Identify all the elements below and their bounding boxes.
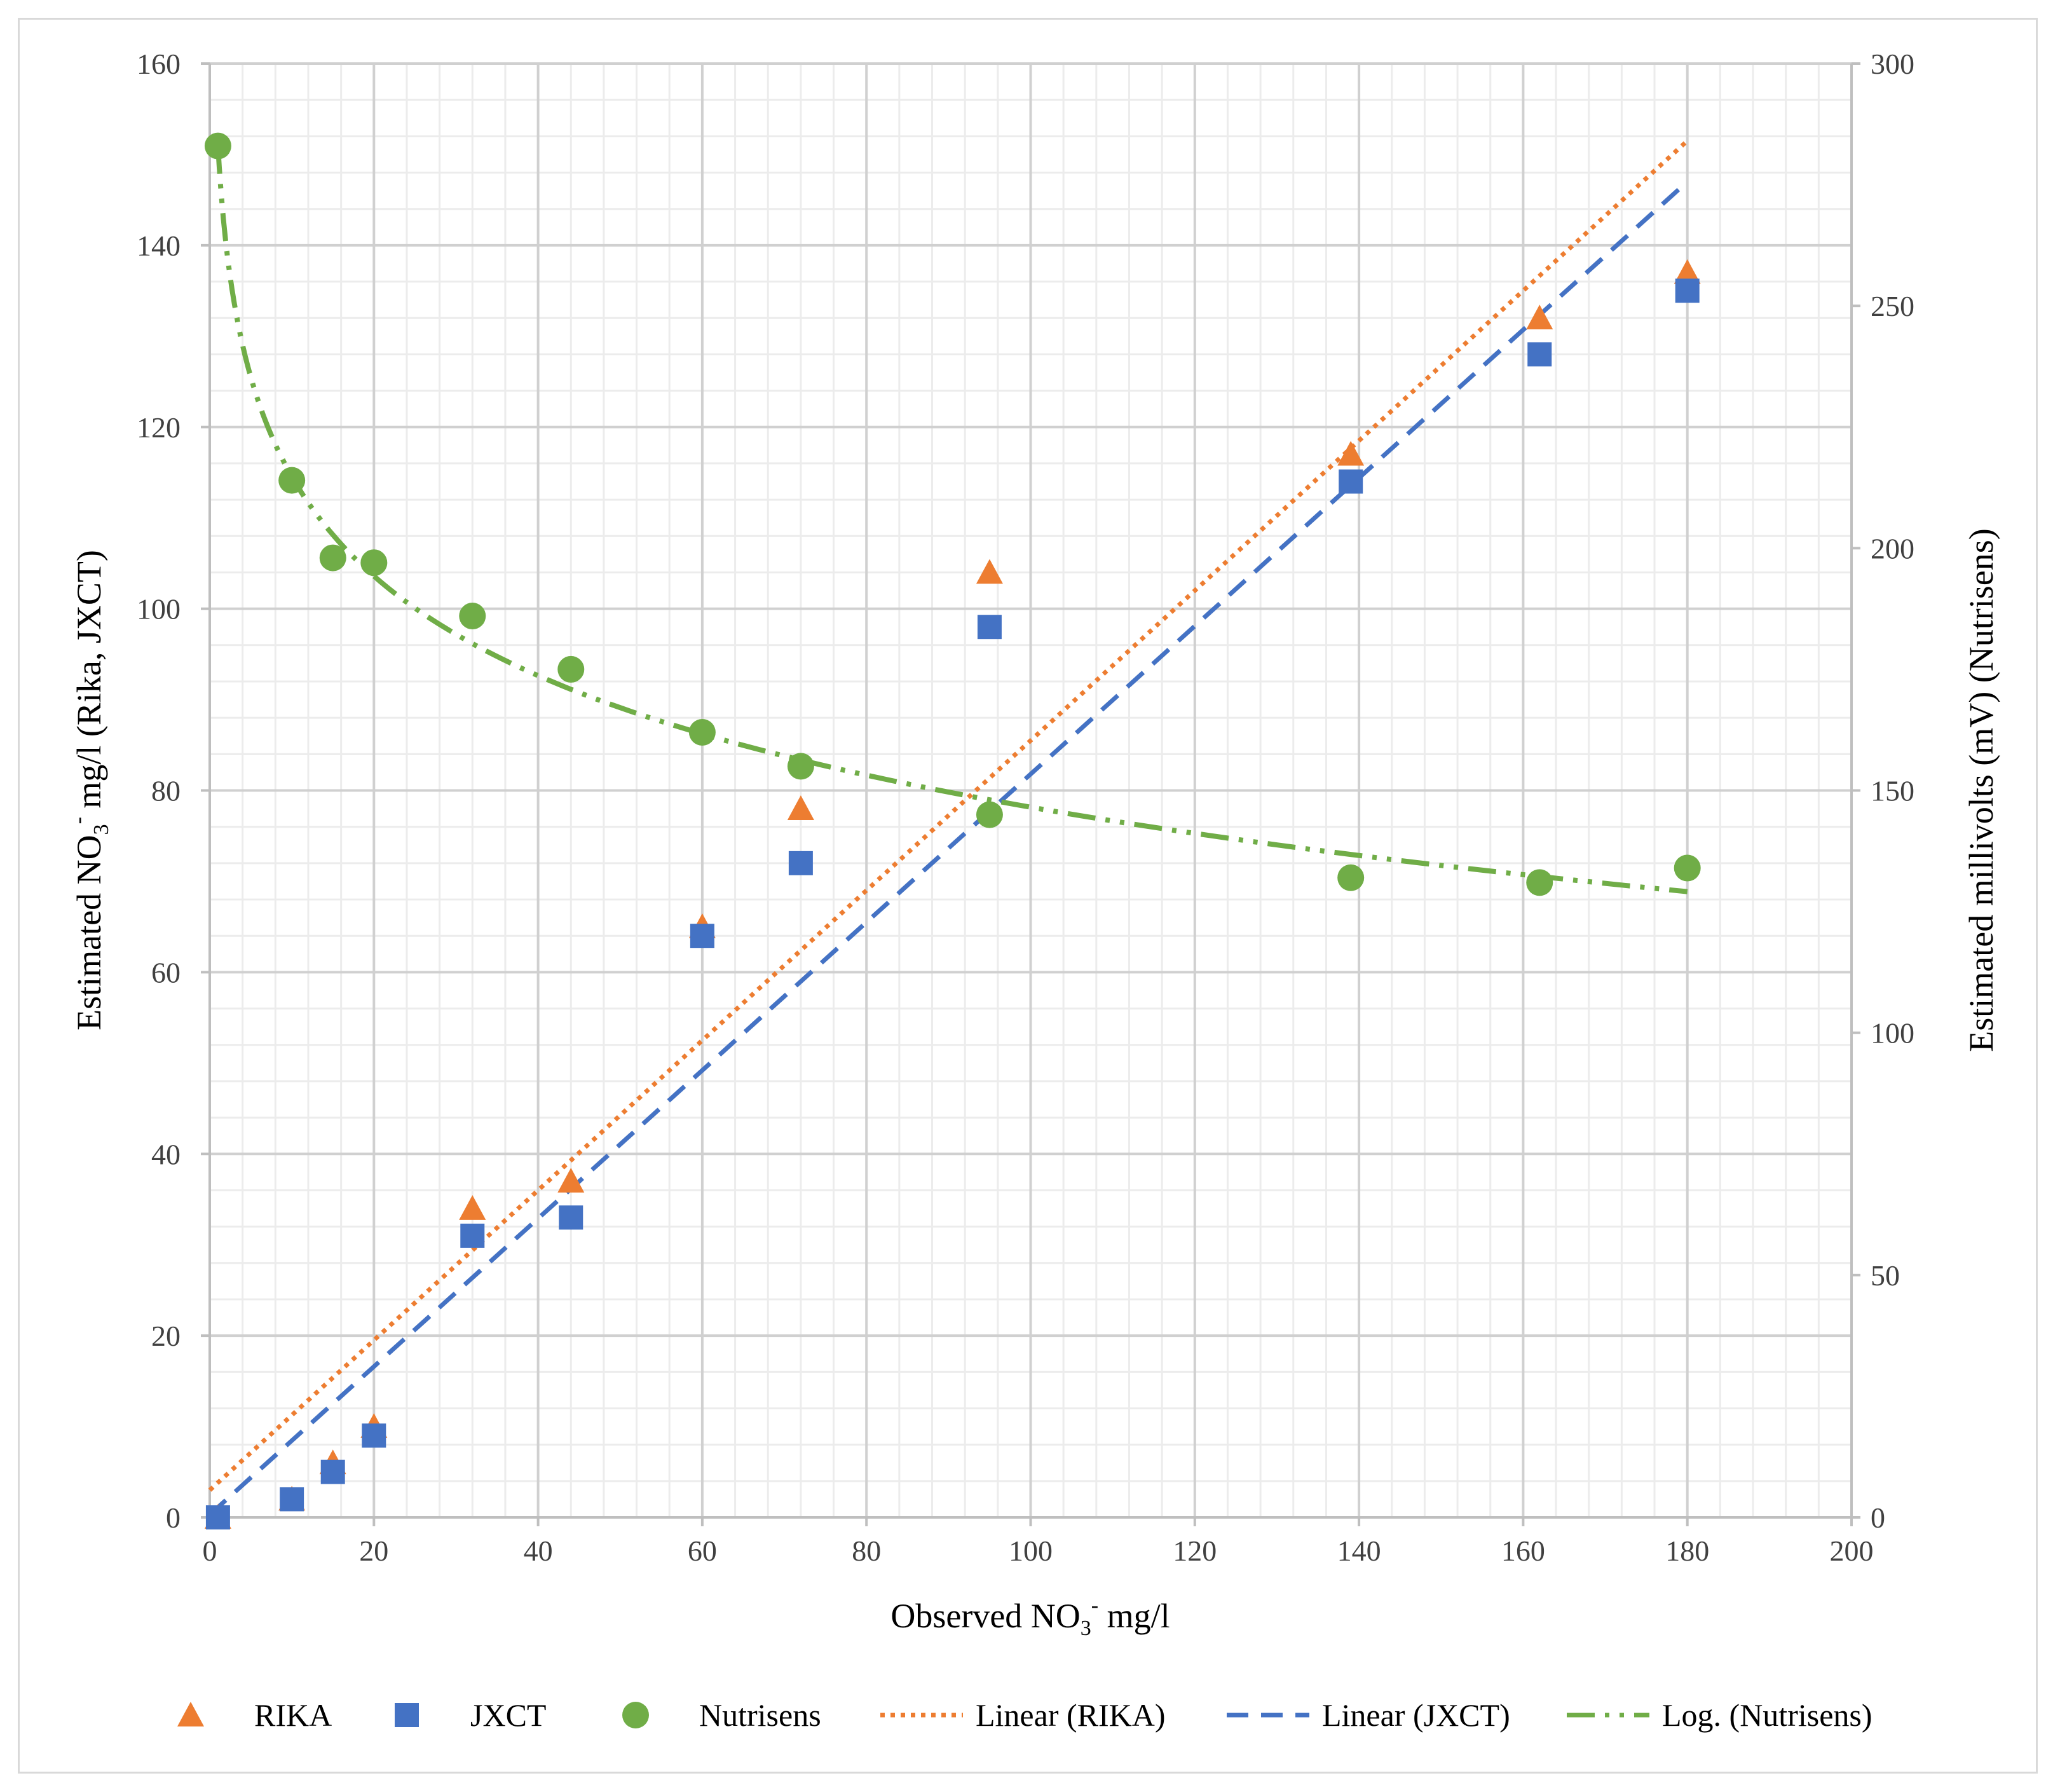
y-left-tick-label: 60 <box>151 956 181 988</box>
nutrisens-point <box>360 549 388 577</box>
rika-point <box>1526 304 1553 330</box>
legend-label-linear-jxct: Linear (JXCT) <box>1322 1697 1510 1733</box>
y-left-tick-label: 100 <box>137 593 181 626</box>
jxct-point <box>362 1423 386 1448</box>
series-nutrisens <box>204 132 1701 896</box>
y-left-tick-label: 80 <box>151 775 181 807</box>
legend-swatch-rika <box>177 1702 204 1727</box>
legend-item-jxct: JXCT <box>395 1697 546 1733</box>
legend-item-log-nutrisens: Log. (Nutrisens) <box>1567 1697 1872 1733</box>
nutrisens-point <box>557 655 585 683</box>
jxct-point <box>788 851 813 875</box>
jxct-point <box>1339 469 1363 494</box>
y-left-axis-title: Estimated NO3- mg/l (Rika, JXCT) <box>67 550 113 1030</box>
x-tick-label: 120 <box>1173 1535 1217 1567</box>
jxct-point <box>977 615 1002 640</box>
legend-item-rika: RIKA <box>177 1697 332 1733</box>
x-tick-label: 40 <box>524 1535 553 1567</box>
legend: RIKA JXCT Nutrisens Linear (RIKA) Linear (JX… <box>177 1697 1872 1733</box>
jxct-point <box>1527 342 1552 367</box>
jxct-point <box>690 924 714 948</box>
x-tick-labels: 0 20 40 60 80 100 120 140 160 180 200 <box>203 1535 1874 1567</box>
jxct-point <box>460 1223 485 1248</box>
rika-point <box>1674 259 1701 284</box>
x-tick-label: 140 <box>1337 1535 1381 1567</box>
legend-swatch-nutrisens <box>622 1702 649 1728</box>
x-tick-label: 60 <box>688 1535 717 1567</box>
trendline-linear-rika <box>208 139 1689 1492</box>
nutrisens-point <box>278 467 306 494</box>
legend-item-linear-jxct: Linear (JXCT) <box>1227 1697 1510 1733</box>
y-right-tick-label: 250 <box>1871 290 1914 322</box>
y-right-axis-title: Estimated millivolts (mV) (Nutrisens) <box>1962 528 2000 1051</box>
legend-item-linear-rika: Linear (RIKA) <box>880 1697 1166 1733</box>
trendline-log-nutrisens <box>215 146 1688 894</box>
nutrisens-point <box>319 544 346 571</box>
jxct-point <box>1675 278 1700 303</box>
legend-label-rika: RIKA <box>254 1697 332 1733</box>
y-left-tick-label: 40 <box>151 1138 181 1170</box>
nutrisens-point <box>787 753 814 780</box>
x-axis-title: Observed NO3- mg/l <box>890 1594 1170 1640</box>
y-left-tick-labels: 0 20 40 60 80 100 120 140 160 <box>137 48 181 1534</box>
x-tick-label: 160 <box>1501 1535 1545 1567</box>
legend-label-nutrisens: Nutrisens <box>699 1697 821 1733</box>
x-tick-label: 200 <box>1830 1535 1874 1567</box>
nutrisens-point <box>1526 869 1553 896</box>
legend-item-nutrisens: Nutrisens <box>622 1697 821 1733</box>
rika-point <box>787 795 814 820</box>
x-tick-label: 20 <box>359 1535 388 1567</box>
trendlines <box>208 139 1689 1517</box>
x-tick-label: 180 <box>1665 1535 1709 1567</box>
y-left-tick-label: 20 <box>151 1320 181 1352</box>
y-right-tick-label: 0 <box>1871 1501 1885 1534</box>
rika-point <box>1337 441 1365 466</box>
legend-label-jxct: JXCT <box>470 1697 546 1733</box>
nutrisens-point <box>459 603 486 630</box>
rika-point <box>459 1195 486 1220</box>
y-right-tick-label: 150 <box>1871 775 1914 807</box>
legend-label-log-nutrisens: Log. (Nutrisens) <box>1662 1697 1872 1733</box>
y-left-tick-label: 120 <box>137 411 181 444</box>
data-points <box>204 132 1701 1529</box>
nutrisens-point <box>1674 854 1701 882</box>
jxct-point <box>205 1505 230 1529</box>
nutrisens-point <box>976 801 1003 828</box>
y-left-tick-label: 160 <box>137 48 181 80</box>
series-jxct <box>205 278 1700 1529</box>
x-tick-label: 100 <box>1009 1535 1053 1567</box>
y-right-tick-label: 300 <box>1871 48 1914 80</box>
x-tick-label: 0 <box>203 1535 217 1567</box>
legend-label-linear-rika: Linear (RIKA) <box>976 1697 1166 1733</box>
y-left-tick-label: 140 <box>137 229 181 262</box>
legend-swatch-jxct <box>395 1703 419 1727</box>
y-right-tick-label: 200 <box>1871 532 1914 564</box>
x-tick-label: 80 <box>852 1535 881 1567</box>
nutrisens-point <box>1337 864 1365 891</box>
y-right-tick-label: 100 <box>1871 1017 1914 1050</box>
trendline-linear-jxct <box>208 180 1689 1517</box>
y-right-tick-label: 50 <box>1871 1259 1900 1292</box>
jxct-point <box>280 1487 304 1512</box>
y-right-tick-labels: 0 50 100 150 200 250 300 <box>1871 48 1914 1534</box>
jxct-point <box>320 1460 345 1484</box>
rika-point <box>557 1168 585 1193</box>
jxct-point <box>559 1205 583 1230</box>
y-left-tick-label: 0 <box>166 1501 181 1534</box>
nutrisens-point <box>204 132 231 160</box>
nutrisens-point <box>688 719 716 746</box>
rika-point <box>976 559 1003 584</box>
